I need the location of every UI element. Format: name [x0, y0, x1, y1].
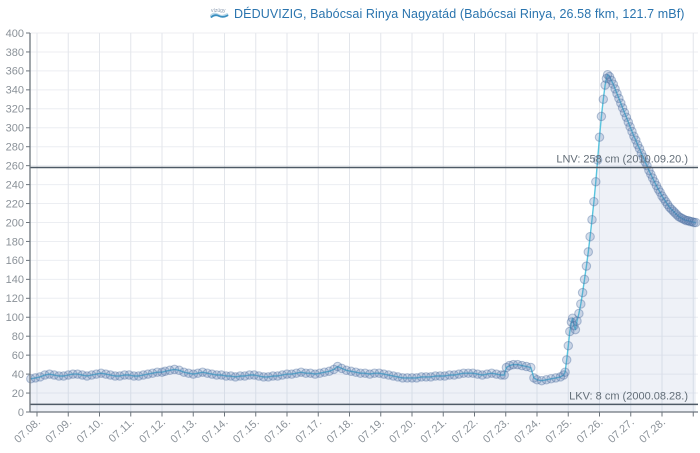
x-tick-label: 07.11. — [107, 416, 137, 445]
y-tick-label: 360 — [6, 66, 24, 78]
lkv-annotation: LKV: 8 cm (2000.08.28.) — [30, 390, 698, 406]
x-tick-label: 07.09. — [43, 416, 74, 445]
y-tick-label: 160 — [6, 255, 24, 267]
y-tick-label: 400 — [6, 28, 24, 40]
y-tick-label: 280 — [6, 142, 24, 154]
x-tick-label: 07.27. — [606, 416, 637, 445]
chart-header: vízügy DÉDUVIZIG, Babócsai Rinya Nagyatá… — [210, 3, 685, 25]
water-level-line — [30, 74, 696, 382]
lkv-label: LKV: 8 cm (2000.08.28.) — [569, 390, 688, 402]
x-tick-label: 07.17. — [293, 416, 324, 445]
x-tick-label: 07.18. — [325, 416, 356, 445]
y-tick-label: 140 — [6, 274, 24, 286]
svg-text:vízügy: vízügy — [211, 8, 226, 14]
x-tick-label: 07.22. — [450, 416, 481, 445]
station-title: DÉDUVIZIG, Babócsai Rinya Nagyatád (Babó… — [234, 7, 685, 21]
y-tick-label: 20 — [12, 388, 24, 400]
x-tick-label: 07.21. — [418, 416, 449, 445]
vizugy-wave-icon: vízügy — [210, 8, 229, 18]
x-tick-label: 07.14. — [200, 416, 231, 445]
lnv-label: LNV: 258 cm (2010.09.20.) — [556, 154, 688, 166]
y-tick-label: 180 — [6, 236, 24, 248]
y-tick-label: 260 — [6, 160, 24, 172]
lnv-annotation: LNV: 258 cm (2010.09.20.) — [30, 154, 698, 169]
x-tick-label: 07.08. — [12, 416, 43, 445]
y-tick-label: 320 — [6, 104, 24, 116]
x-tick-label: 07.26. — [575, 416, 606, 445]
x-axis-ticks: 07.08. 07.09. 07.10. 07.11. 07.12. 07.13. 07.1… — [12, 412, 694, 446]
x-tick-label: 07.28. — [637, 416, 668, 445]
y-tick-label: 0 — [18, 407, 24, 419]
water-level-area — [30, 74, 696, 412]
y-tick-label: 40 — [12, 369, 24, 381]
x-tick-label: 07.23. — [481, 416, 512, 445]
y-tick-label: 100 — [6, 312, 24, 324]
x-tick-label: 07.10. — [75, 416, 106, 445]
data-point-markers — [26, 69, 700, 386]
y-tick-label: 340 — [6, 85, 24, 97]
y-tick-label: 80 — [12, 331, 24, 343]
x-tick-label: 07.16. — [262, 416, 293, 445]
y-axis-ticks: 0 20 40 60 80 100 120 140 160 180 200 220 240 260 280 3… — [6, 28, 30, 419]
x-tick-label: 07.24. — [512, 416, 543, 445]
y-tick-label: 60 — [12, 350, 24, 362]
y-tick-label: 200 — [6, 217, 24, 229]
y-tick-label: 240 — [6, 179, 24, 191]
horizontal-gridlines — [30, 32, 698, 394]
y-tick-label: 220 — [6, 198, 24, 210]
vertical-gridlines — [36, 33, 694, 412]
y-tick-label: 300 — [6, 123, 24, 135]
x-tick-label: 07.12. — [137, 416, 168, 445]
x-tick-label: 07.15. — [231, 416, 262, 445]
x-tick-label: 07.19. — [356, 416, 387, 445]
x-tick-label: 07.13. — [168, 416, 199, 445]
x-tick-label: 07.25. — [543, 416, 574, 445]
x-tick-label: 07.20. — [387, 416, 418, 445]
y-tick-label: 120 — [6, 293, 24, 305]
y-tick-label: 380 — [6, 47, 24, 59]
